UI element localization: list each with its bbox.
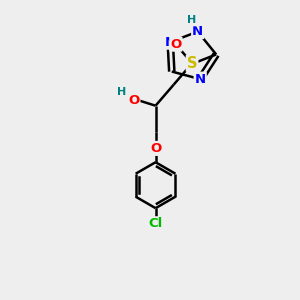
Text: O: O <box>170 38 182 51</box>
Text: O: O <box>150 142 161 155</box>
Text: H: H <box>187 15 196 26</box>
Text: H: H <box>117 87 127 97</box>
Text: O: O <box>128 94 140 107</box>
Text: S: S <box>187 56 197 71</box>
Text: N: N <box>192 25 203 38</box>
Text: N: N <box>165 36 176 49</box>
Text: Cl: Cl <box>148 217 163 230</box>
Text: N: N <box>195 73 206 85</box>
